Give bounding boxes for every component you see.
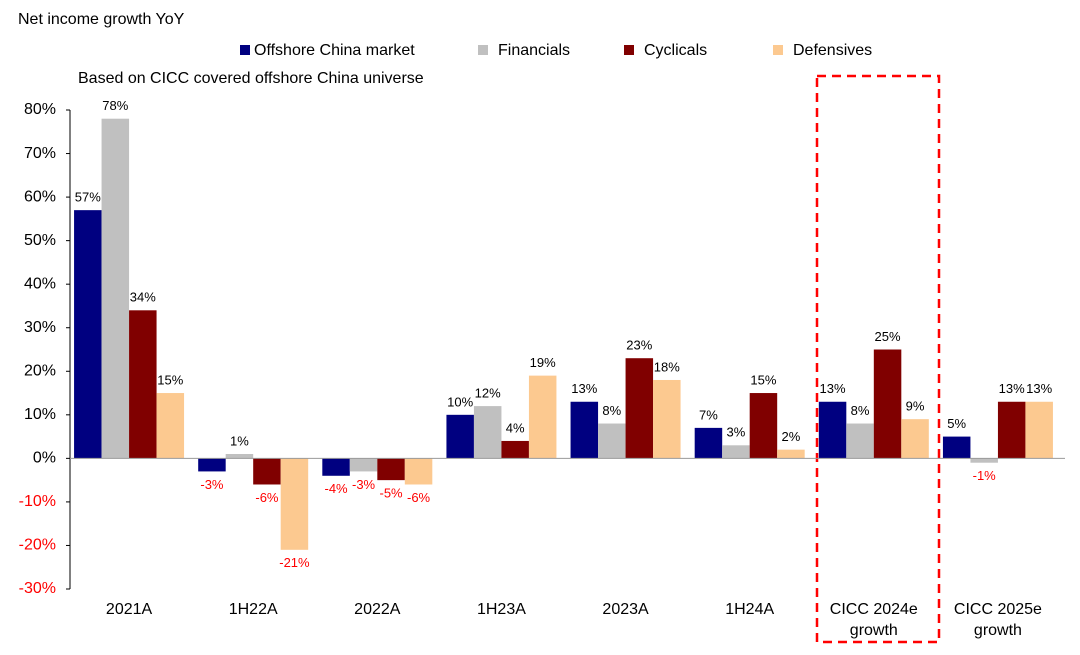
value-label: -6% xyxy=(255,490,279,505)
value-label: 15% xyxy=(750,372,776,387)
value-label: 13% xyxy=(571,381,597,396)
value-label: 18% xyxy=(654,359,680,374)
legend-label: Cyclicals xyxy=(644,42,707,59)
value-label: 4% xyxy=(506,420,525,435)
legend-swatch xyxy=(773,45,783,55)
y-tick-label: -30% xyxy=(19,580,56,597)
value-label: 78% xyxy=(102,98,128,113)
value-label: -21% xyxy=(279,555,310,570)
bar xyxy=(777,449,805,459)
legend-swatch xyxy=(624,45,634,55)
y-tick-label: 30% xyxy=(24,319,56,336)
bar xyxy=(404,458,433,485)
chart-title: Net income growth YoY xyxy=(18,11,185,28)
bar xyxy=(694,427,723,459)
legend-label: Financials xyxy=(498,42,570,59)
bar xyxy=(280,458,309,550)
bar xyxy=(129,310,157,459)
bar xyxy=(873,349,902,459)
value-label: 7% xyxy=(699,407,718,422)
value-label: 23% xyxy=(626,338,652,353)
value-label: -6% xyxy=(407,490,431,505)
bar xyxy=(446,414,474,459)
bar xyxy=(653,379,681,459)
value-label: 19% xyxy=(530,355,556,370)
bar xyxy=(901,419,929,459)
value-label: 34% xyxy=(130,290,156,305)
bar xyxy=(253,458,281,485)
value-label: 1% xyxy=(230,433,249,448)
x-tick-label: 1H24A xyxy=(725,601,775,618)
value-label: 13% xyxy=(999,381,1025,396)
value-label: 5% xyxy=(947,416,966,431)
legend-swatch xyxy=(240,45,250,55)
value-label: 15% xyxy=(157,372,183,387)
y-tick-label: -20% xyxy=(19,537,56,554)
chart-subtitle: Based on CICC covered offshore China uni… xyxy=(78,70,424,87)
legend-label: Defensives xyxy=(793,42,872,59)
x-tick-label: 2021A xyxy=(105,601,153,618)
y-tick-label: 70% xyxy=(24,145,56,162)
bar xyxy=(156,393,185,459)
bar xyxy=(225,454,254,459)
x-tick-label: CICC 2024e growth xyxy=(829,601,918,639)
x-tick-label: CICC 2025e growth xyxy=(953,601,1042,639)
value-label: -5% xyxy=(380,486,404,501)
value-label: -3% xyxy=(352,477,376,492)
legend-swatch xyxy=(478,45,488,55)
value-label: 8% xyxy=(851,403,870,418)
bar xyxy=(377,458,405,481)
bar xyxy=(1025,401,1053,459)
bar xyxy=(322,458,350,476)
bar xyxy=(473,406,502,459)
bar xyxy=(598,423,626,459)
y-tick-label: 20% xyxy=(24,362,56,379)
y-tick-label: -10% xyxy=(19,493,56,510)
bar xyxy=(722,445,750,459)
y-tick-label: 50% xyxy=(24,232,56,249)
value-label: 2% xyxy=(782,429,801,444)
x-tick-label: 1H23A xyxy=(476,601,526,618)
value-label: 3% xyxy=(727,425,746,440)
bar xyxy=(528,375,557,459)
bar xyxy=(997,401,1026,459)
x-tick-label: 1H22A xyxy=(228,601,278,618)
bar xyxy=(349,458,378,472)
bar xyxy=(846,423,874,459)
value-label: 10% xyxy=(447,394,473,409)
value-label: 9% xyxy=(906,399,925,414)
value-label: 12% xyxy=(475,386,501,401)
value-label: 57% xyxy=(75,190,101,205)
y-tick-label: 60% xyxy=(24,188,56,205)
value-label: 8% xyxy=(602,403,621,418)
x-tick-label: 2022A xyxy=(354,601,401,618)
value-label: 13% xyxy=(820,381,846,396)
legend-label: Offshore China market xyxy=(254,42,415,59)
bar xyxy=(749,393,778,459)
y-tick-label: 0% xyxy=(33,450,56,467)
bar xyxy=(625,358,654,459)
value-label: -1% xyxy=(973,468,997,483)
bar xyxy=(501,440,529,459)
bar xyxy=(970,458,998,463)
value-label: 25% xyxy=(875,329,901,344)
bar xyxy=(198,458,226,472)
bar xyxy=(101,118,130,459)
bar xyxy=(818,401,847,459)
x-tick-label: 2023A xyxy=(602,601,649,618)
bar xyxy=(942,436,971,459)
value-label: -3% xyxy=(200,477,224,492)
value-label: -4% xyxy=(325,481,349,496)
y-tick-label: 80% xyxy=(24,101,56,118)
value-label: 13% xyxy=(1026,381,1052,396)
highlight-box xyxy=(815,74,941,644)
y-tick-label: 10% xyxy=(24,406,56,423)
bar xyxy=(74,210,102,459)
y-tick-label: 40% xyxy=(24,275,56,292)
bar xyxy=(570,401,599,459)
